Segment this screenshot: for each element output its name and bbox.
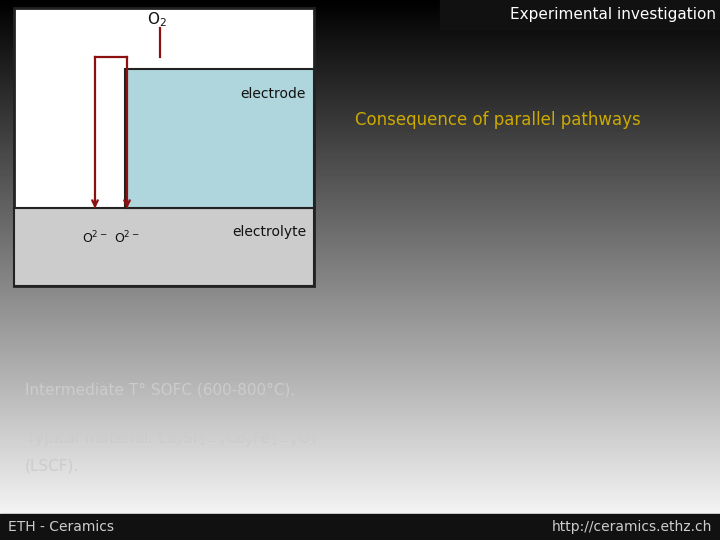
Text: ETH - Ceramics: ETH - Ceramics [8, 520, 114, 534]
Bar [14, 208, 314, 286]
Bar [125, 69, 314, 208]
Text: (LSCF).: (LSCF). [25, 458, 79, 474]
Text: O$_2$: O$_2$ [147, 11, 166, 29]
Text: electrode: electrode [240, 87, 306, 101]
Text: Typical material: La$_x$Sr$_{1-x}$Co$_y$Fe$_{1-y}$O$_3$: Typical material: La$_x$Sr$_{1-x}$Co$_y$… [25, 430, 317, 450]
Bar [14, 8, 314, 286]
Text: Consequence of parallel pathways: Consequence of parallel pathways [355, 111, 641, 129]
Text: http://ceramics.ethz.ch: http://ceramics.ethz.ch [552, 520, 712, 534]
Text: Intermediate T° SOFC (600-800°C).: Intermediate T° SOFC (600-800°C). [25, 382, 295, 397]
Text: Experimental investigation: Experimental investigation [510, 8, 716, 23]
Text: electrolyte: electrolyte [232, 225, 306, 239]
Text: O$^{2-}$: O$^{2-}$ [82, 230, 108, 246]
Text: O$^{2-}$: O$^{2-}$ [114, 230, 140, 246]
